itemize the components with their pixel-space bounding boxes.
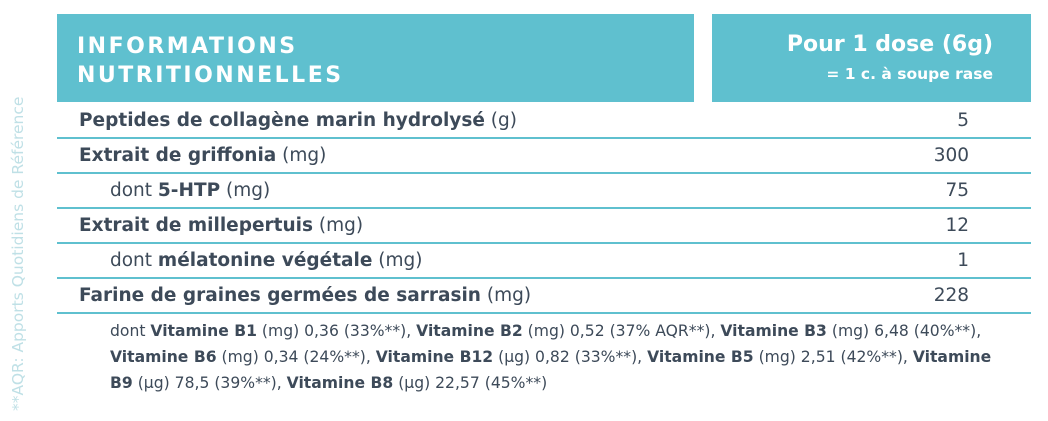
row-label: Farine de graines germées de sarrasin (m… xyxy=(79,285,532,306)
table-header-title: INFORMATIONS NUTRITIONNELLES xyxy=(57,14,694,102)
header-title: INFORMATIONS NUTRITIONNELLES xyxy=(77,32,344,90)
row-label: dont mélatonine végétale (mg) xyxy=(110,250,423,271)
header-title-line2: NUTRITIONNELLES xyxy=(77,63,344,88)
nutrition-row-millepertuis: Extrait de millepertuis (mg) 12 xyxy=(57,210,1031,244)
row-label: Peptides de collagène marin hydrolysé (g… xyxy=(79,110,517,131)
row-value: 1 xyxy=(957,250,969,271)
nutrition-row-griffonia: Extrait de griffonia (mg) 300 xyxy=(57,140,1031,174)
dose-sublabel: = 1 c. à soupe rase xyxy=(826,65,993,83)
row-value: 12 xyxy=(945,215,969,236)
row-label: Extrait de griffonia (mg) xyxy=(79,145,327,166)
dose-label: Pour 1 dose (6g) xyxy=(786,32,993,57)
table-header-dose: Pour 1 dose (6g) = 1 c. à soupe rase xyxy=(712,14,1031,102)
row-value: 300 xyxy=(933,145,969,166)
vitamins-detail: dont Vitamine B1 (mg) 0,36 (33%**), Vita… xyxy=(110,322,992,392)
nutrition-row-sarrasin: Farine de graines germées de sarrasin (m… xyxy=(57,280,1031,314)
nutrition-row-5htp: dont 5-HTP (mg) 75 xyxy=(57,175,1031,209)
nutrition-row-collagen: Peptides de collagène marin hydrolysé (g… xyxy=(57,105,1031,139)
nutrition-row-melatonine: dont mélatonine végétale (mg) 1 xyxy=(57,245,1031,279)
row-value: 75 xyxy=(945,180,969,201)
header-title-line1: INFORMATIONS xyxy=(77,34,298,59)
row-value: 228 xyxy=(933,285,969,306)
row-value: 5 xyxy=(957,110,969,131)
row-label: dont 5-HTP (mg) xyxy=(110,180,271,201)
aqr-footnote: **AQR: Apports Quotidiens de Référence xyxy=(9,96,27,411)
row-label: Extrait de millepertuis (mg) xyxy=(79,215,364,236)
